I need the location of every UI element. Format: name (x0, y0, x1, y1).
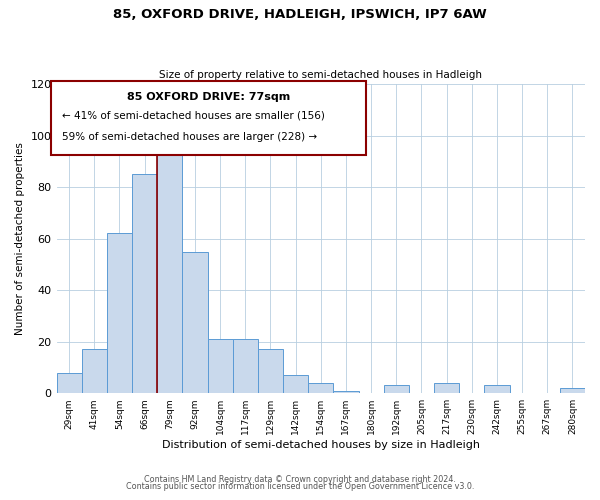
Text: Contains HM Land Registry data © Crown copyright and database right 2024.: Contains HM Land Registry data © Crown c… (144, 475, 456, 484)
Text: 85, OXFORD DRIVE, HADLEIGH, IPSWICH, IP7 6AW: 85, OXFORD DRIVE, HADLEIGH, IPSWICH, IP7… (113, 8, 487, 20)
Bar (208, 339, 233, 393)
Bar (283, 375, 308, 393)
Bar (132, 174, 157, 393)
Bar (182, 252, 208, 393)
Bar (56, 372, 82, 393)
Text: Contains public sector information licensed under the Open Government Licence v3: Contains public sector information licen… (126, 482, 474, 491)
Text: ← 41% of semi-detached houses are smaller (156): ← 41% of semi-detached houses are smalle… (62, 110, 325, 120)
Bar (308, 383, 334, 393)
Bar (484, 386, 509, 393)
Bar (82, 350, 107, 393)
Bar (107, 234, 132, 393)
Bar (560, 388, 585, 393)
Text: 85 OXFORD DRIVE: 77sqm: 85 OXFORD DRIVE: 77sqm (127, 92, 290, 102)
Bar (233, 339, 258, 393)
X-axis label: Distribution of semi-detached houses by size in Hadleigh: Distribution of semi-detached houses by … (162, 440, 480, 450)
Text: 59% of semi-detached houses are larger (228) →: 59% of semi-detached houses are larger (… (62, 132, 317, 142)
Bar (258, 350, 283, 393)
Y-axis label: Number of semi-detached properties: Number of semi-detached properties (15, 142, 25, 335)
Title: Size of property relative to semi-detached houses in Hadleigh: Size of property relative to semi-detach… (159, 70, 482, 81)
Bar (334, 390, 359, 393)
FancyBboxPatch shape (51, 81, 365, 155)
Bar (434, 383, 459, 393)
Bar (157, 140, 182, 393)
Bar (383, 386, 409, 393)
